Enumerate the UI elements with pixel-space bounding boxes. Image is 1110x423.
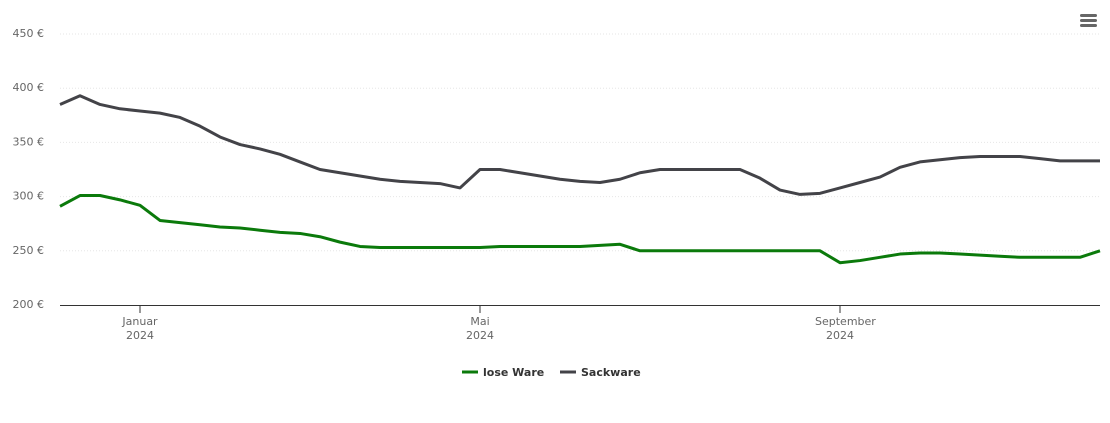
legend-item[interactable]: lose Ware	[462, 366, 544, 379]
y-tick-label: 250 €	[13, 244, 45, 257]
legend-label: lose Ware	[483, 366, 544, 379]
x-tick-label: Mai 2024	[466, 315, 494, 342]
x-tick-label: September 2024	[815, 315, 876, 342]
menu-icon[interactable]	[1080, 14, 1097, 27]
y-tick-label: 300 €	[13, 190, 45, 203]
y-tick-label: 350 €	[13, 135, 45, 148]
x-tick-label: Januar 2024	[122, 315, 158, 342]
legend-item[interactable]: Sackware	[560, 366, 641, 379]
legend-label: Sackware	[581, 366, 641, 379]
series-line	[59, 194, 1101, 265]
y-tick-label: 450 €	[13, 27, 45, 40]
series-line	[59, 94, 1100, 196]
y-tick-label: 400 €	[13, 81, 45, 94]
y-tick-label: 200 €	[13, 298, 45, 311]
